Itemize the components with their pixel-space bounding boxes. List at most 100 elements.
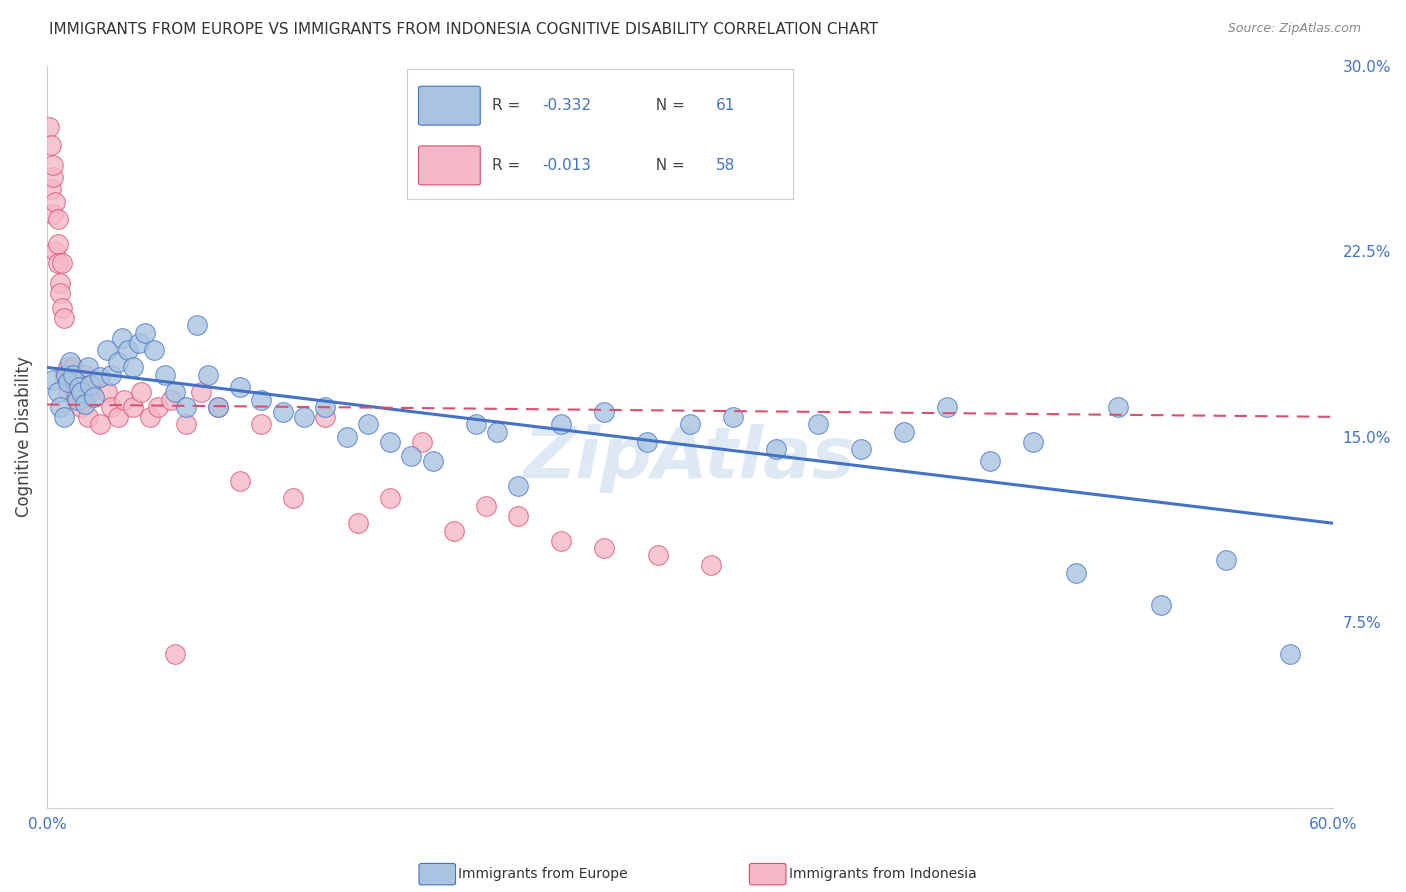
Point	[508, 508, 530, 523]
Point	[1278, 648, 1301, 662]
Point	[765, 442, 787, 456]
Point	[53, 368, 76, 382]
Point	[550, 417, 572, 432]
Point	[112, 392, 135, 407]
Point	[38, 120, 60, 135]
Point	[378, 434, 401, 449]
Point	[315, 400, 337, 414]
Point	[508, 479, 530, 493]
Point	[207, 400, 229, 414]
Point	[59, 355, 82, 369]
Point	[96, 385, 118, 400]
Point	[139, 409, 162, 424]
Point	[679, 417, 702, 432]
Point	[229, 380, 252, 394]
Point	[422, 454, 444, 468]
Point	[48, 286, 70, 301]
Point	[66, 392, 89, 407]
Point	[62, 368, 84, 382]
Point	[174, 417, 197, 432]
Point	[128, 335, 150, 350]
Point	[485, 425, 508, 439]
Point	[207, 400, 229, 414]
Point	[70, 400, 93, 414]
Point	[67, 380, 90, 394]
Point	[70, 385, 93, 400]
Text: IMMIGRANTS FROM EUROPE VS IMMIGRANTS FROM INDONESIA COGNITIVE DISABILITY CORRELA: IMMIGRANTS FROM EUROPE VS IMMIGRANTS FRO…	[49, 22, 879, 37]
Point	[96, 343, 118, 357]
Point	[76, 409, 98, 424]
Point	[100, 400, 122, 414]
Point	[1022, 434, 1045, 449]
Point	[42, 157, 65, 171]
Point	[464, 417, 486, 432]
Text: ZipAtlas: ZipAtlas	[524, 425, 856, 493]
Point	[59, 368, 82, 382]
Point	[63, 385, 86, 400]
Point	[89, 370, 111, 384]
Point	[100, 368, 122, 382]
Point	[107, 355, 129, 369]
Point	[197, 368, 219, 382]
Point	[53, 310, 76, 325]
Point	[411, 434, 433, 449]
Point	[148, 400, 170, 414]
Point	[55, 368, 77, 382]
Point	[1150, 598, 1173, 612]
Point	[851, 442, 873, 456]
Point	[42, 207, 65, 221]
Point	[357, 417, 380, 432]
Point	[48, 400, 70, 414]
Point	[807, 417, 830, 432]
Point	[76, 360, 98, 375]
Text: Immigrants from Indonesia: Immigrants from Indonesia	[789, 867, 977, 881]
Point	[111, 331, 134, 345]
Point	[1064, 566, 1087, 580]
Point	[1107, 400, 1129, 414]
Point	[107, 409, 129, 424]
Point	[593, 405, 616, 419]
Point	[51, 301, 73, 315]
Point	[283, 491, 305, 506]
Point	[893, 425, 915, 439]
Point	[75, 368, 97, 382]
Point	[62, 360, 84, 375]
Point	[593, 541, 616, 555]
Point	[58, 385, 80, 400]
Point	[48, 277, 70, 291]
Point	[443, 524, 465, 538]
Point	[143, 343, 166, 357]
Point	[79, 377, 101, 392]
Point	[42, 373, 65, 387]
Point	[44, 194, 66, 209]
Point	[292, 409, 315, 424]
Point	[378, 491, 401, 506]
Point	[89, 417, 111, 432]
Point	[647, 549, 669, 563]
Point	[165, 385, 187, 400]
Point	[399, 450, 422, 464]
Point	[53, 409, 76, 424]
Point	[42, 169, 65, 184]
Text: Immigrants from Europe: Immigrants from Europe	[458, 867, 628, 881]
Point	[46, 385, 69, 400]
Point	[39, 137, 62, 152]
Point	[165, 648, 187, 662]
Point	[121, 360, 143, 375]
Point	[160, 392, 183, 407]
Point	[58, 360, 80, 375]
Point	[936, 400, 959, 414]
Point	[346, 516, 368, 531]
Point	[174, 400, 197, 414]
Point	[79, 385, 101, 400]
Point	[229, 474, 252, 488]
Point	[46, 236, 69, 251]
Point	[51, 256, 73, 270]
Point	[336, 430, 359, 444]
Point	[83, 375, 105, 389]
Point	[46, 256, 69, 270]
Point	[46, 211, 69, 226]
Point	[66, 375, 89, 389]
Y-axis label: Cognitive Disability: Cognitive Disability	[15, 356, 32, 517]
Point	[67, 392, 90, 407]
